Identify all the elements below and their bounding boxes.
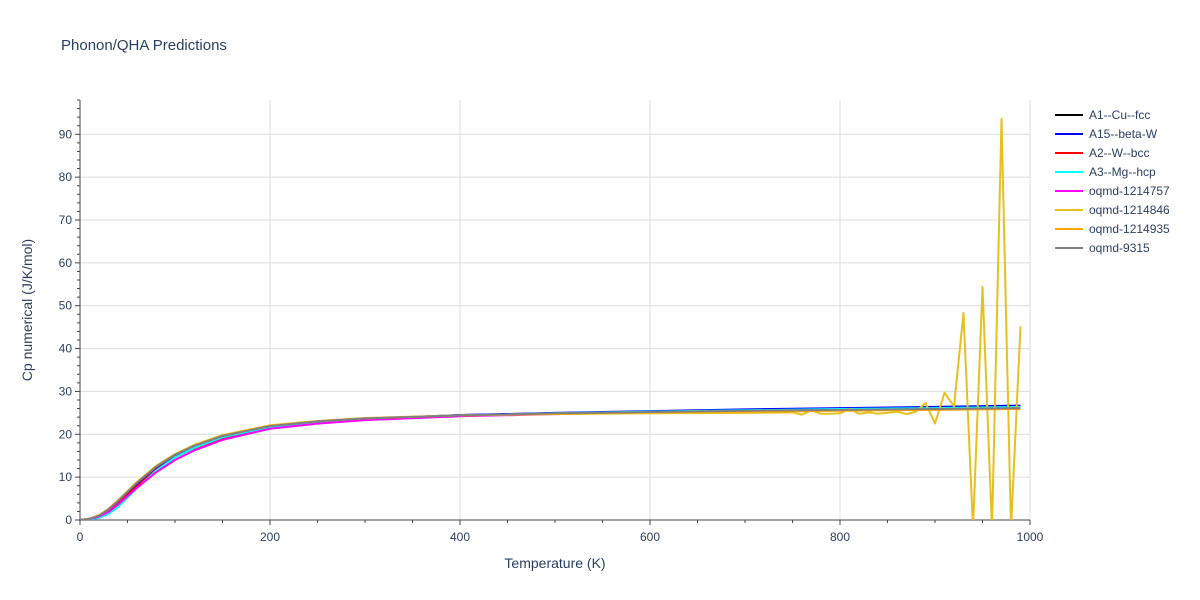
series-line-A15--beta-W [80, 404, 1021, 520]
y-tick-label: 10 [59, 470, 73, 484]
series-line-A2--W--bcc [80, 406, 1021, 520]
x-tick-label: 0 [77, 530, 84, 544]
y-tick-label: 90 [59, 127, 73, 141]
series-line-A1--Cu--fcc [80, 405, 1021, 520]
x-tick-label: 800 [830, 530, 850, 544]
series-line-oqmd-1214757 [80, 407, 1021, 520]
series-line-oqmd-1214846 [80, 117, 1022, 520]
legend-label: oqmd-1214935 [1089, 222, 1170, 236]
y-tick-label: 80 [59, 170, 73, 184]
x-axis-title: Temperature (K) [504, 555, 605, 571]
series-line-oqmd-9315 [80, 407, 1021, 520]
legend-label: A3--Mg--hcp [1089, 165, 1156, 179]
legend-label: oqmd-1214757 [1089, 184, 1170, 198]
series-line-oqmd-1214935 [80, 408, 1021, 520]
legend-label: A2--W--bcc [1089, 146, 1149, 160]
series-line-A3--Mg--hcp [80, 405, 1021, 520]
legend-label: oqmd-1214846 [1089, 203, 1170, 217]
legend-label: oqmd-9315 [1089, 241, 1150, 255]
series-group [80, 117, 1022, 520]
chart-title: Phonon/QHA Predictions [61, 37, 227, 54]
y-tick-label: 30 [59, 384, 73, 398]
y-tick-label: 40 [59, 342, 73, 356]
y-tick-label: 0 [65, 513, 72, 527]
x-tick-label: 200 [260, 530, 280, 544]
x-tick-label: 1000 [1017, 530, 1044, 544]
legend: A1--Cu--fcc A15--beta-W A2--W--bcc A3--Mg--… [1055, 108, 1170, 255]
y-axis-title: Cp numerical (J/K/mol) [19, 239, 35, 381]
y-tick-label: 60 [59, 256, 73, 270]
plot-area: 0 10 20 30 40 50 60 70 80 90 0 200 400 600 800 1000 [59, 99, 1044, 544]
y-tick-label: 70 [59, 213, 73, 227]
legend-label: A1--Cu--fcc [1089, 108, 1150, 122]
y-tick-label: 50 [59, 299, 73, 313]
x-tick-label: 600 [640, 530, 660, 544]
legend-label: A15--beta-W [1089, 127, 1158, 141]
y-tick-label: 20 [59, 427, 73, 441]
x-tick-label: 400 [450, 530, 470, 544]
